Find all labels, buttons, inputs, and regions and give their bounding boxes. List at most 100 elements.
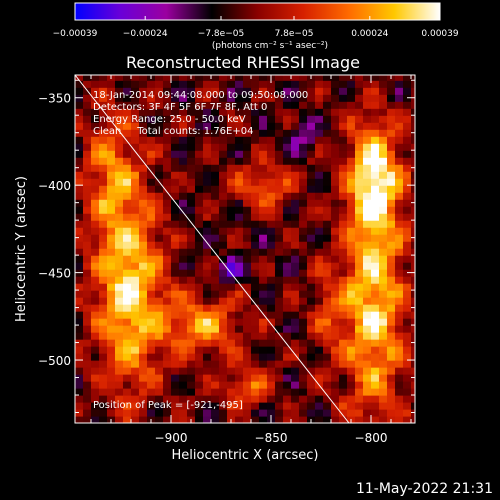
heatmap-cell <box>307 80 316 88</box>
heatmap-cell <box>403 129 412 137</box>
heatmap-cell <box>395 409 404 417</box>
heatmap-cell <box>163 80 172 88</box>
heatmap-cell <box>395 360 404 368</box>
heatmap-cell <box>275 318 284 326</box>
heatmap-cell <box>339 318 348 326</box>
y-axis-label: Heliocentric Y (arcsec) <box>14 176 29 322</box>
heatmap-cell <box>291 346 300 354</box>
heatmap-cell <box>203 381 212 389</box>
heatmap-cell <box>131 108 140 116</box>
heatmap-cell <box>331 409 340 417</box>
heatmap-cell <box>315 171 324 179</box>
heatmap-cell <box>163 269 172 277</box>
heatmap-cell <box>83 269 92 277</box>
heatmap-cell <box>331 94 340 102</box>
heatmap-cell <box>187 395 196 403</box>
heatmap-cell <box>203 353 212 361</box>
heatmap-cell <box>195 416 204 423</box>
heatmap-cell <box>123 241 132 249</box>
heatmap-cell <box>235 290 244 298</box>
heatmap-cell <box>211 227 220 235</box>
heatmap-cell <box>243 269 252 277</box>
heatmap-cell <box>91 143 100 151</box>
heatmap-cell <box>411 262 415 270</box>
heatmap-cell <box>179 115 188 123</box>
heatmap-cell <box>163 75 172 81</box>
heatmap-cell <box>91 129 100 137</box>
heatmap-cell <box>203 388 212 396</box>
heatmap-cell <box>299 178 308 186</box>
heatmap-cell <box>291 157 300 165</box>
heatmap-cell <box>403 220 412 228</box>
heatmap-cell <box>275 409 284 417</box>
heatmap-cell <box>411 122 415 130</box>
heatmap-cell <box>315 150 324 158</box>
heatmap-cell <box>251 367 260 375</box>
heatmap-cell <box>227 94 236 102</box>
heatmap-cell <box>299 311 308 319</box>
heatmap-cell <box>187 374 196 382</box>
heatmap-cell <box>187 122 196 130</box>
heatmap-cell <box>83 416 92 423</box>
heatmap-cell <box>347 304 356 312</box>
heatmap-cell <box>331 199 340 207</box>
heatmap-cell <box>163 276 172 284</box>
heatmap-cell <box>123 332 132 340</box>
heatmap-cell <box>243 164 252 172</box>
heatmap-cell <box>99 227 108 235</box>
heatmap-cell <box>83 101 92 109</box>
heatmap-cell <box>315 122 324 130</box>
heatmap-cell <box>395 234 404 242</box>
heatmap-cell <box>155 269 164 277</box>
heatmap-cell <box>395 402 404 410</box>
heatmap-cell <box>347 297 356 305</box>
heatmap-cell <box>107 255 116 263</box>
heatmap-cell <box>75 360 84 368</box>
heatmap-cell <box>75 304 84 312</box>
heatmap-cell <box>131 248 140 256</box>
heatmap-cell <box>371 171 380 179</box>
heatmap-cell <box>115 388 124 396</box>
heatmap-cell <box>267 115 276 123</box>
heatmap-cell <box>219 402 228 410</box>
heatmap-cell <box>411 248 415 256</box>
heatmap-cell <box>211 353 220 361</box>
heatmap-cell <box>131 367 140 375</box>
heatmap-cell <box>331 150 340 158</box>
heatmap-cell <box>115 255 124 263</box>
heatmap-cell <box>283 171 292 179</box>
heatmap-cell <box>323 157 332 165</box>
heatmap-cell <box>211 332 220 340</box>
heatmap-cell <box>91 241 100 249</box>
heatmap-cell <box>227 262 236 270</box>
heatmap-cell <box>115 75 124 81</box>
heatmap-cell <box>131 129 140 137</box>
heatmap-cell <box>347 164 356 172</box>
heatmap-cell <box>75 283 84 291</box>
heatmap-cell <box>123 262 132 270</box>
heatmap-cell <box>83 276 92 284</box>
heatmap-cell <box>283 332 292 340</box>
heatmap-cell <box>99 255 108 263</box>
heatmap-cell <box>107 311 116 319</box>
heatmap-cell <box>227 304 236 312</box>
heatmap-cell <box>331 87 340 95</box>
heatmap-cell <box>171 388 180 396</box>
heatmap-cell <box>75 388 84 396</box>
heatmap-cell <box>75 75 84 81</box>
heatmap-cell <box>83 178 92 186</box>
heatmap-cell <box>275 269 284 277</box>
heatmap-cell <box>363 367 372 375</box>
heatmap-cell <box>347 185 356 193</box>
heatmap-cell <box>395 248 404 256</box>
heatmap-cell <box>219 346 228 354</box>
heatmap-cell <box>395 178 404 186</box>
heatmap-cell <box>107 290 116 298</box>
heatmap-cell <box>155 185 164 193</box>
heatmap-cell <box>147 199 156 207</box>
heatmap-cell <box>75 227 84 235</box>
heatmap-cell <box>179 227 188 235</box>
heatmap-cell <box>203 367 212 375</box>
heatmap-cell <box>147 360 156 368</box>
heatmap-cell <box>307 367 316 375</box>
